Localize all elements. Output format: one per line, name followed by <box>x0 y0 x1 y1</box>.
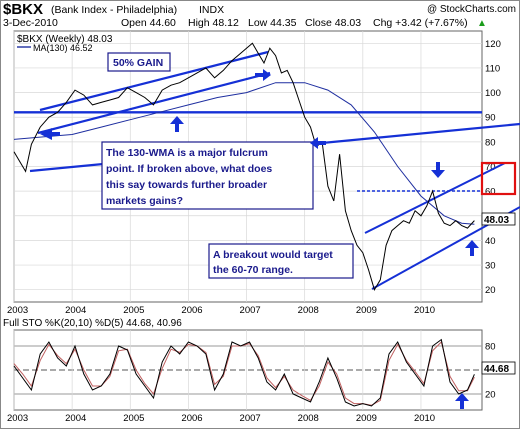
header-change: Chg +3.42 (+7.67%) <box>373 17 468 29</box>
breakout-line-1: A breakout would target <box>213 249 333 261</box>
price-x-axis: 2003 2004 2005 2006 2007 2008 2009 2010 <box>7 305 435 316</box>
sto-x-axis: 2003 2004 2005 2006 2007 2008 2009 2010 <box>7 413 435 424</box>
legend-ma: MA(130) 46.52 <box>33 43 93 53</box>
x-tick-label: 2006 <box>181 305 202 316</box>
arrow-up-icon <box>465 240 479 256</box>
breakout-line-2: the 60-70 range. <box>213 264 293 276</box>
gain-annotation-box <box>107 52 171 72</box>
upper-trend-channel-line <box>39 50 269 112</box>
fulcrum-line-1: The 130-WMA is a major fulcrum <box>106 147 268 159</box>
sto-x-tick-label: 2007 <box>240 413 261 424</box>
header-date: 3-Dec-2010 <box>3 17 58 29</box>
price-badge <box>481 212 516 226</box>
sto-x-tick-label: 2009 <box>356 413 377 424</box>
lower-trend-channel-line <box>37 71 271 135</box>
fulcrum-line-4: markets gains? <box>106 195 183 207</box>
price-line <box>13 42 475 291</box>
sto-x-tick-label: 2004 <box>65 413 86 424</box>
sto-x-tick-label: 2010 <box>414 413 435 424</box>
ma130-line <box>13 82 475 225</box>
breakout-annotation-box <box>208 243 354 279</box>
header-low: Low 44.35 <box>248 17 297 29</box>
x-tick-label: 2010 <box>414 305 435 316</box>
sto-x-tick-label: 2006 <box>181 413 202 424</box>
sto-x-tick-label: 2003 <box>7 413 28 424</box>
y-tick-label: 70 <box>485 162 496 173</box>
x-tick-label: 2007 <box>240 305 261 316</box>
sto-k-line <box>13 338 475 407</box>
y-tick-label: 100 <box>485 88 501 99</box>
sto-y-tick-label: 80 <box>485 342 496 353</box>
y-tick-label: 30 <box>485 261 496 272</box>
arrow-up-icon <box>455 393 469 409</box>
legend-price: $BKX (Weekly) 48.03 <box>17 34 113 45</box>
sto-badge <box>481 361 516 375</box>
x-tick-label: 2005 <box>123 305 144 316</box>
y-tick-label: 60 <box>485 187 496 198</box>
x-tick-label: 2009 <box>356 305 377 316</box>
arrow-right-icon <box>40 128 60 140</box>
arrow-left-icon <box>310 137 326 149</box>
sto-label: Full STO %K(20,10) %D(5) 44.68, 40.96 <box>3 318 182 329</box>
up-arrow-icon: ▲ <box>477 18 487 29</box>
y-tick-label: 80 <box>485 137 496 148</box>
price-badge-text: 48.03 <box>484 215 509 226</box>
arrow-right-icon <box>255 69 271 81</box>
arrow-down-icon <box>431 162 445 178</box>
header-close: Close 48.03 <box>305 17 361 29</box>
sto-x-tick-label: 2008 <box>298 413 319 424</box>
arrow-up-icon <box>170 116 184 132</box>
sto-y-tick-label: 20 <box>485 390 496 401</box>
header-name: (Bank Index - Philadelphia) <box>51 4 177 16</box>
header-exchange: INDX <box>199 4 224 16</box>
header-open: Open 44.60 <box>121 17 176 29</box>
y-tick-label: 40 <box>485 236 496 247</box>
x-tick-label: 2008 <box>298 305 319 316</box>
y-tick-label: 110 <box>485 63 500 74</box>
header-symbol: $BKX <box>3 1 43 18</box>
x-tick-label: 2003 <box>7 305 28 316</box>
y-tick-label: 120 <box>485 39 501 50</box>
header-copyright: @ StockCharts.com <box>427 4 516 15</box>
y-tick-label: 90 <box>485 113 496 124</box>
fulcrum-line-2: point. If broken above, what does <box>106 163 272 175</box>
gain-annotation-text: 50% GAIN <box>113 57 163 69</box>
x-tick-label: 2004 <box>65 305 86 316</box>
fulcrum-line-3: this say towards further broader <box>106 179 267 191</box>
target-range-highlight <box>480 161 517 196</box>
sto-badge-text: 44.68 <box>484 364 509 375</box>
sto-d-line <box>13 341 475 406</box>
header-high: High 48.12 <box>188 17 239 29</box>
fulcrum-annotation-box <box>101 141 314 210</box>
sto-x-tick-label: 2005 <box>123 413 144 424</box>
y-tick-label: 20 <box>485 285 496 296</box>
